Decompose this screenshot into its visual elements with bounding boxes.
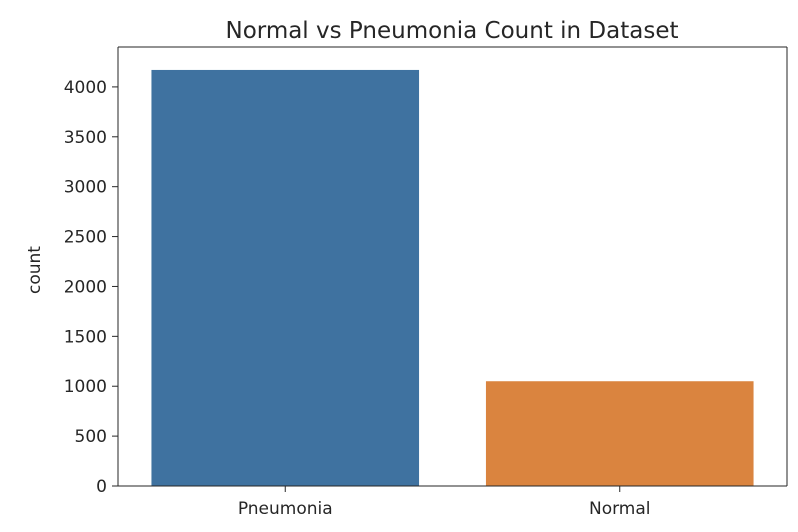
x-axis-ticks: Pneumonia Normal xyxy=(238,486,651,519)
y-tick-label: 2000 xyxy=(64,277,107,297)
bars-group xyxy=(151,69,754,486)
y-axis-label: count xyxy=(25,246,45,294)
bar-pneumonia xyxy=(151,69,420,486)
chart-title: Normal vs Pneumonia Count in Dataset xyxy=(225,18,678,44)
y-tick-label: 2500 xyxy=(64,228,107,248)
y-tick-label: 1500 xyxy=(64,327,107,347)
y-tick-label: 1000 xyxy=(64,377,107,397)
y-axis-ticks: 0 500 1000 1500 2000 2500 3000 3500 4000 xyxy=(64,78,118,497)
x-tick-label: Pneumonia xyxy=(238,499,333,519)
y-tick-label: 3500 xyxy=(64,128,107,148)
x-tick-label: Normal xyxy=(589,499,651,519)
y-tick-label: 4000 xyxy=(64,78,107,98)
bar-normal xyxy=(485,381,754,486)
axis-spines xyxy=(117,46,788,487)
y-tick-label: 0 xyxy=(96,477,107,497)
y-tick-label: 500 xyxy=(75,427,107,447)
y-tick-label: 3000 xyxy=(64,178,107,198)
